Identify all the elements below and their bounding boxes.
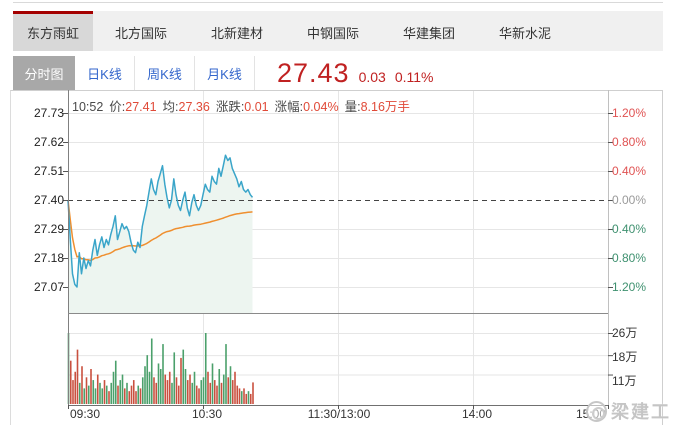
chart-type-tab-bar: 分时图 日K线 周K线 月K线 xyxy=(13,56,255,90)
time-axis-tick: 10:30 xyxy=(191,407,223,421)
volume-axis-tick: 18万 xyxy=(612,350,638,364)
stock-tab-huajianjituan[interactable]: 华建集团 xyxy=(402,26,455,41)
price-change-pct: 0.11% xyxy=(394,69,434,85)
watermark-text: 梁建工 xyxy=(611,402,671,422)
price-axis-tick: 27.62 xyxy=(33,135,64,149)
pct-axis-tick: 0.80% xyxy=(612,251,647,265)
tab-timeshare[interactable]: 分时图 xyxy=(13,56,75,90)
pct-axis-tick: 0.40% xyxy=(612,222,647,236)
time-axis-tick: 14:00 xyxy=(461,407,493,421)
volume-axis-tick: 11万 xyxy=(612,374,637,388)
info-pct-label: 涨幅: xyxy=(274,100,304,114)
pct-axis-tick: 0.80% xyxy=(612,135,647,149)
info-change-value: 0.01 xyxy=(244,100,269,114)
current-price: 27.43 xyxy=(277,58,350,88)
price-axis-tick: 27.07 xyxy=(33,280,64,294)
price-axis-tick: 27.73 xyxy=(33,106,64,120)
price-axis-tick: 27.51 xyxy=(33,164,64,178)
time-axis-tick: 11:30/13:00 xyxy=(307,407,371,421)
stock-tab-dongfangyuhong[interactable]: 东方雨虹 xyxy=(13,11,93,51)
time-axis-tick: 09:30 xyxy=(70,407,101,421)
pct-axis-tick: 1.20% xyxy=(612,280,647,294)
info-avg-label: 均: xyxy=(162,100,179,114)
stock-tab-beixinjiancai[interactable]: 北新建材 xyxy=(210,26,263,41)
info-volume-value: 8.16万手 xyxy=(360,100,410,114)
volume-axis-tick: 26万 xyxy=(612,326,638,340)
info-time: 10:52 xyxy=(72,100,104,114)
watermark-logo-icon xyxy=(586,400,607,422)
pct-axis-tick: 0.00% xyxy=(612,193,647,207)
crosshair-info-bar: 10:52 价:27.41 均:27.36 涨跌:0.01 涨幅:0.04% 量:8.16… xyxy=(72,96,410,115)
pct-axis-tick: 0.40% xyxy=(612,164,647,178)
info-price-label: 价: xyxy=(109,100,126,114)
price-axis-tick: 27.29 xyxy=(33,222,64,236)
chart-panel[interactable] xyxy=(10,90,663,425)
stock-tab-zhonggangguoji[interactable]: 中钢国际 xyxy=(306,26,359,41)
tab-monthly-kline[interactable]: 月K线 xyxy=(195,56,255,90)
stock-tab-bar: 东方雨虹 北方国际 北新建材 中钢国际 华建集团 华新水泥 xyxy=(13,11,663,51)
tab-weekly-kline[interactable]: 周K线 xyxy=(135,56,195,90)
info-avg-value: 27.36 xyxy=(178,100,210,114)
tab-daily-kline[interactable]: 日K线 xyxy=(75,56,135,90)
price-change: 0.03 xyxy=(358,69,386,85)
info-price-value: 27.41 xyxy=(125,100,157,114)
stock-tab-huaxinshuini[interactable]: 华新水泥 xyxy=(498,26,551,41)
info-change-label: 涨跌: xyxy=(215,100,245,114)
price-axis-tick: 27.18 xyxy=(33,251,64,265)
price-axis-tick: 27.40 xyxy=(33,193,64,207)
top-divider xyxy=(13,2,663,3)
quote-summary: 27.43 0.03 0.11% xyxy=(277,58,434,89)
pct-axis-tick: 1.20% xyxy=(612,106,647,120)
stock-tab-beifangguoji[interactable]: 北方国际 xyxy=(114,26,167,41)
info-volume-label: 量: xyxy=(344,100,361,114)
info-pct-value: 0.04% xyxy=(303,100,339,114)
watermark: 梁建工 xyxy=(586,398,671,424)
